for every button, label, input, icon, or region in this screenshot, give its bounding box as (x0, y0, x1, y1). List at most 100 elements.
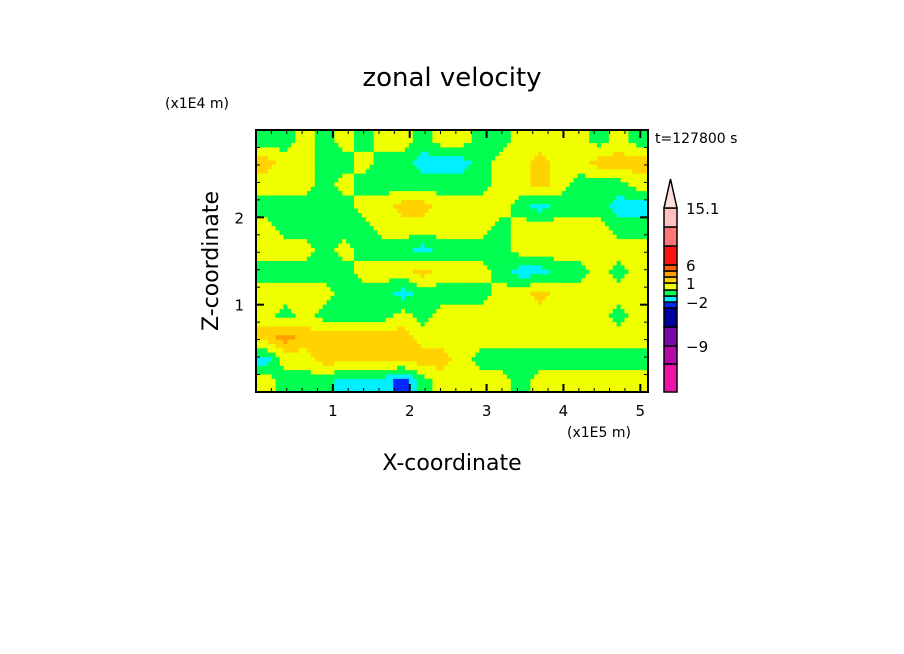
field-cell (306, 330, 312, 336)
field-cell (522, 230, 528, 236)
field-cell (471, 230, 477, 236)
field-cell (271, 313, 277, 319)
field-cell (557, 326, 563, 332)
field-cell (585, 143, 590, 149)
field-cell (440, 234, 445, 240)
field-cell (283, 130, 288, 135)
field-cell (581, 169, 586, 175)
field-cell (487, 143, 492, 149)
field-cell (510, 265, 516, 271)
field-cell (455, 343, 461, 349)
field-cell (416, 217, 422, 223)
field-cell (389, 204, 394, 210)
field-cell (455, 191, 461, 197)
field-cell (593, 143, 598, 149)
field-cell (589, 261, 594, 266)
field-cell (393, 221, 398, 227)
field-cell (404, 156, 410, 162)
field-cell (256, 269, 261, 275)
field-cell (487, 221, 492, 227)
field-cell (550, 226, 555, 232)
field-cell (581, 147, 586, 153)
field-cell (346, 343, 351, 349)
field-cell (444, 265, 449, 271)
field-cell (393, 226, 398, 232)
field-cell (420, 247, 426, 253)
field-cell (283, 343, 288, 349)
field-cell (271, 199, 277, 205)
field-cell (546, 208, 551, 214)
field-cell (538, 208, 543, 214)
field-cell (444, 169, 449, 175)
field-cell (608, 169, 614, 175)
field-cell (502, 191, 508, 197)
field-cell (608, 291, 614, 297)
field-cell (463, 339, 469, 345)
field-cell (502, 130, 508, 135)
field-cell (377, 339, 383, 345)
field-cell (369, 186, 375, 192)
field-cell (542, 195, 547, 201)
field-cell (502, 252, 508, 258)
field-cell (393, 291, 398, 297)
field-cell (479, 156, 484, 162)
field-cell (420, 138, 426, 144)
field-cell (589, 234, 594, 240)
field-cell (385, 309, 390, 314)
field-cell (448, 313, 453, 319)
field-cell (432, 335, 437, 341)
field-cell (577, 261, 582, 266)
field-cell (283, 300, 288, 306)
field-cell (346, 278, 351, 284)
field-cell (263, 208, 269, 214)
field-cell (518, 278, 524, 284)
field-cell (479, 164, 484, 170)
field-cell (604, 160, 610, 166)
field-cell (361, 247, 367, 253)
field-cell (616, 173, 622, 179)
field-cell (287, 261, 292, 266)
field-cell (291, 317, 296, 323)
field-cell (322, 313, 328, 319)
field-cell (420, 191, 426, 197)
field-cell (306, 295, 312, 301)
field-cell (393, 269, 398, 275)
field-cell (389, 265, 394, 271)
field-cell (620, 138, 626, 144)
field-cell (275, 278, 281, 284)
field-cell (404, 169, 410, 175)
field-cell (581, 317, 586, 323)
field-cell (350, 269, 355, 275)
field-cell (475, 226, 481, 232)
field-cell (393, 130, 398, 135)
field-cell (361, 182, 367, 188)
field-cell (561, 261, 567, 266)
field-cell (404, 261, 410, 266)
field-cell (550, 134, 555, 140)
field-cell (295, 278, 300, 284)
field-cell (432, 130, 437, 135)
field-cell (569, 274, 575, 280)
field-cell (416, 247, 422, 253)
field-cell (389, 339, 394, 345)
field-cell (577, 265, 582, 271)
field-cell (369, 173, 375, 179)
field-cell (338, 343, 343, 349)
field-cell (526, 130, 531, 135)
field-cell (612, 138, 618, 144)
field-cell (569, 217, 575, 223)
field-cell (506, 317, 512, 323)
field-cell (361, 317, 367, 323)
field-cell (299, 339, 304, 345)
field-cell (436, 221, 441, 227)
field-cell (322, 130, 328, 135)
field-cell (393, 282, 398, 288)
contour-field (256, 130, 649, 393)
field-cell (502, 151, 508, 157)
field-cell (463, 252, 469, 258)
field-cell (318, 164, 324, 170)
field-cell (553, 130, 559, 135)
field-cell (412, 182, 418, 188)
field-cell (436, 317, 441, 323)
field-cell (299, 261, 304, 266)
